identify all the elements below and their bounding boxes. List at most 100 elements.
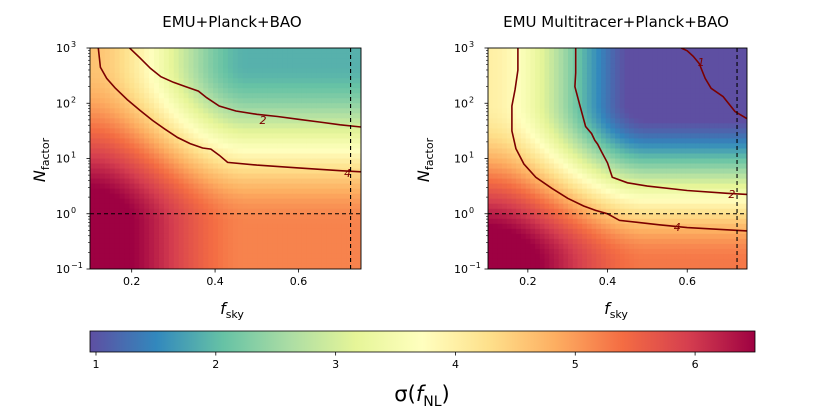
heatmap-cell	[139, 73, 145, 79]
heatmap-cell	[502, 183, 508, 190]
heatmap-cell	[326, 158, 333, 165]
heatmap-cell	[232, 98, 239, 104]
heatmap-cell	[94, 163, 101, 170]
heatmap-cell	[605, 48, 612, 54]
heatmap-cell	[718, 113, 725, 119]
heatmap-cell	[728, 63, 734, 69]
heatmap-cell	[247, 193, 254, 200]
heatmap-cell	[272, 208, 278, 215]
heatmap-cell	[676, 103, 682, 109]
heatmap-cell	[586, 118, 593, 124]
heatmap-cell	[311, 258, 318, 265]
heatmap-cell	[213, 168, 219, 175]
heatmap-cell	[301, 173, 308, 180]
heatmap-cell	[346, 53, 352, 59]
heatmap-cell	[154, 83, 160, 89]
heatmap-cell	[154, 93, 160, 99]
heatmap-cell	[144, 88, 150, 94]
heatmap-cell	[267, 218, 273, 225]
heatmap-cell	[695, 183, 701, 190]
heatmap-cell	[168, 83, 175, 89]
heatmap-cell	[718, 263, 725, 269]
heatmap-cell	[671, 48, 677, 54]
heatmap-cell	[671, 163, 677, 170]
heatmap-cell	[591, 53, 597, 59]
heatmap-cell	[168, 128, 175, 134]
heatmap-cell	[292, 238, 298, 245]
heatmap-cell	[671, 233, 677, 240]
heatmap-cell	[267, 128, 273, 134]
heatmap-cell	[596, 93, 602, 99]
heatmap-cell	[154, 208, 160, 215]
heatmap-cell	[346, 183, 352, 190]
heatmap-cell	[247, 73, 254, 79]
heatmap-cell	[247, 243, 254, 250]
heatmap-cell	[129, 68, 135, 74]
heatmap-cell	[331, 143, 337, 150]
heatmap-cell	[728, 253, 734, 260]
heatmap-cell	[90, 78, 96, 84]
heatmap-cell	[257, 188, 264, 195]
heatmap-cell	[242, 128, 249, 134]
heatmap-cell	[520, 253, 527, 260]
heatmap-cell	[563, 168, 569, 175]
heatmap-cell	[553, 83, 560, 89]
heatmap-cell	[341, 148, 347, 155]
heatmap-cell	[306, 153, 313, 160]
heatmap-cell	[742, 253, 747, 260]
heatmap-cell	[723, 153, 729, 160]
heatmap-cell	[188, 53, 195, 59]
heatmap-cell	[629, 248, 635, 255]
heatmap-cell	[287, 193, 293, 200]
heatmap-cell	[301, 193, 308, 200]
heatmap-cell	[610, 238, 616, 245]
heatmap-cell	[292, 138, 298, 145]
heatmap-cell	[252, 58, 259, 64]
heatmap-cell	[292, 213, 298, 220]
heatmap-cell	[690, 178, 696, 185]
heatmap-cell	[633, 263, 640, 269]
heatmap-cell	[497, 258, 503, 265]
heatmap-cell	[90, 83, 96, 89]
heatmap-cell	[242, 163, 249, 170]
heatmap-cell	[336, 138, 342, 145]
heatmap-cell	[346, 163, 352, 170]
heatmap-cell	[321, 48, 328, 54]
heatmap-cell	[591, 243, 597, 250]
heatmap-cell	[262, 63, 268, 69]
heatmap-cell	[213, 243, 219, 250]
heatmap-cell	[652, 238, 659, 245]
heatmap-cell	[657, 78, 663, 84]
heatmap-cell	[605, 158, 612, 165]
heatmap-cell	[539, 68, 546, 74]
heatmap-cell	[296, 208, 303, 215]
heatmap-cell	[638, 193, 644, 200]
heatmap-cell	[506, 258, 513, 265]
heatmap-cell	[183, 53, 190, 59]
heatmap-cell	[149, 253, 155, 260]
heatmap-cell	[158, 63, 165, 69]
heatmap-cell	[586, 108, 593, 114]
heatmap-cell	[742, 163, 747, 170]
heatmap-cell	[301, 178, 308, 185]
heatmap-cell	[742, 128, 747, 134]
heatmap-cell	[666, 123, 673, 129]
heatmap-cell	[619, 203, 626, 210]
heatmap-cell	[139, 188, 145, 195]
heatmap-cell	[331, 163, 337, 170]
heatmap-cell	[124, 203, 131, 210]
heatmap-cell	[193, 178, 199, 185]
heatmap-cell	[306, 173, 313, 180]
heatmap-cell	[257, 218, 264, 225]
heatmap-cell	[257, 178, 264, 185]
heatmap-cell	[516, 98, 522, 104]
heatmap-cell	[497, 93, 503, 99]
heatmap-cell	[615, 118, 621, 124]
heatmap-cell	[718, 158, 725, 165]
heatmap-cell	[321, 138, 328, 145]
heatmap-cell	[638, 118, 644, 124]
heatmap-cell	[208, 63, 214, 69]
heatmap-cell	[520, 73, 527, 79]
heatmap-cell	[114, 138, 121, 145]
heatmap-cell	[119, 183, 126, 190]
